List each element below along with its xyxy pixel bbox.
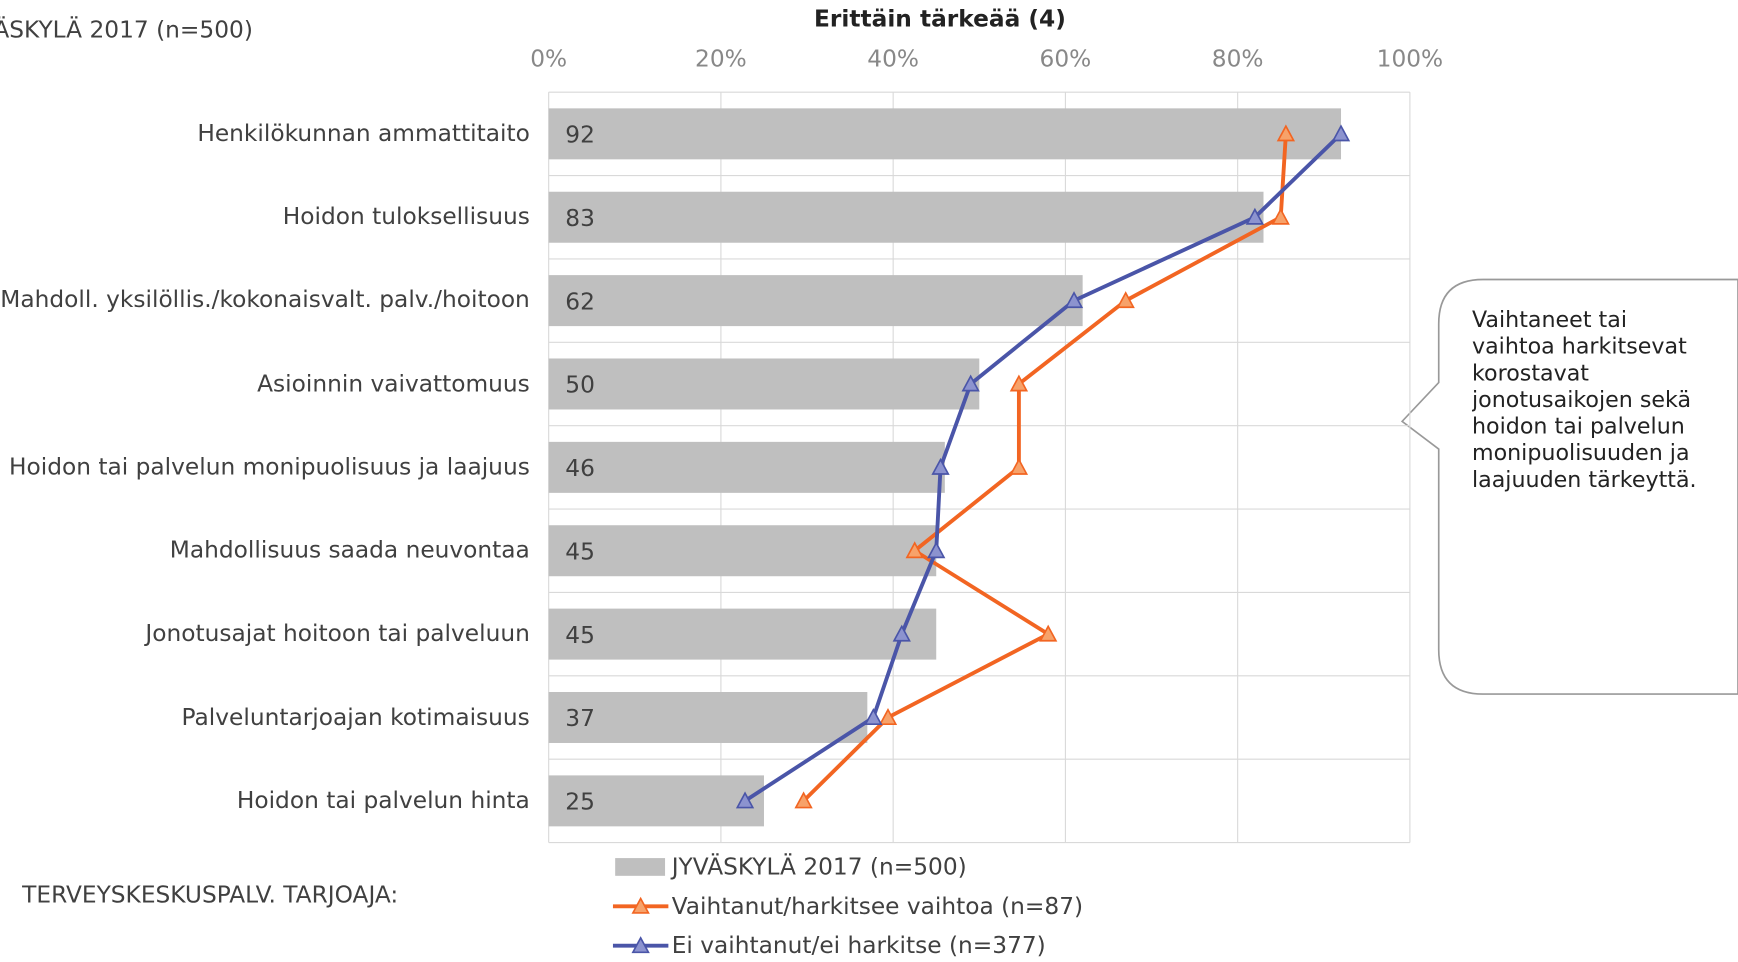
category-label: Asioinnin vaivattomuus (0, 345, 530, 423)
bar (548, 191, 1264, 243)
category-wrap: Hoidon tai palvelun hinta (0, 762, 530, 840)
bar (548, 108, 1342, 160)
bar (548, 692, 868, 743)
category-wrap: Hoidon tuloksellisuus (0, 178, 530, 256)
x-tick-label: 80% (1212, 46, 1264, 73)
category-text: Mahdoll. yksilöllis./kokonaisvalt. palv.… (0, 286, 530, 314)
marker (1331, 124, 1351, 142)
x-tick-label: 40% (867, 46, 919, 73)
category-label: Jonotusajat hoitoon tai palveluun (0, 595, 530, 673)
category-text: Asioinnin vaivattomuus (257, 369, 530, 397)
marker (1009, 457, 1029, 475)
category-text: Hoidon tuloksellisuus (282, 203, 530, 230)
marker (1064, 291, 1084, 309)
marker (1039, 624, 1058, 642)
bar (548, 441, 945, 493)
category-wrap: Palveluntarjoajan kotimaisuus (0, 679, 530, 757)
category-wrap: Mahdollisuus saada neuvontaa (0, 512, 530, 590)
category-label: Mahdollisuus saada neuvontaa (0, 512, 530, 590)
bar (548, 358, 980, 410)
x-tick-label: 100% (1377, 46, 1444, 73)
marker (878, 707, 898, 725)
category-label: Hoidon tai palvelun hinta (0, 762, 530, 840)
data-label: 46 (565, 455, 595, 482)
bar (548, 275, 1083, 327)
data-label: 92 (565, 122, 595, 149)
category-wrap: Mahdoll. yksilöllis./kokonaisvalt. palv.… (0, 262, 530, 340)
legend-heading: TERVEYSKESKUSPALV. TARJOAJA: (21, 881, 398, 908)
x-tick-label: 60% (1040, 46, 1092, 73)
marker (1009, 374, 1029, 392)
bar (548, 608, 937, 660)
chart-title: Erittäin tärkeää (4) (814, 6, 1066, 33)
legend-swatch (615, 858, 666, 876)
category-wrap: Jonotusajat hoitoon tai palveluun (0, 595, 530, 673)
category-text: Henkilökunnan ammattitaito (197, 119, 530, 147)
marker (927, 541, 946, 559)
top-left-label: ÄSKYLÄ 2017 (n=500) (0, 16, 253, 44)
category-text: Hoidon tai palvelun hinta (236, 786, 530, 814)
legend-label: Ei vaihtanut/ei harkitse (n=377) (672, 932, 1046, 958)
data-label: 37 (565, 705, 595, 732)
category-text: Palveluntarjoajan kotimaisuus (181, 703, 530, 731)
marker (1245, 207, 1265, 225)
legend-label: JYVÄSKYLÄ 2017 (n=500) (670, 853, 967, 881)
marker (892, 624, 911, 642)
category-text: Hoidon tai palvelun monipuolisuus ja laa… (8, 453, 530, 480)
marker (931, 457, 950, 475)
marker (961, 374, 980, 392)
category-wrap: Asioinnin vaivattomuus (0, 345, 530, 423)
category-wrap: Hoidon tai palvelun monipuolisuus ja laa… (0, 429, 530, 507)
bar (548, 775, 764, 827)
marker (735, 791, 755, 809)
category-text: Mahdollisuus saada neuvontaa (169, 536, 530, 564)
data-label: 25 (565, 789, 595, 816)
legend-label: Vaihtanut/harkitsee vaihtoa (n=87) (672, 893, 1083, 920)
callout-text: Vaihtaneet tai vaihtoa harkitsevat koros… (1471, 306, 1697, 493)
category-wrap: Henkilökunnan ammattitaito (0, 95, 530, 173)
callout-box (1400, 278, 1738, 695)
data-label: 62 (565, 288, 595, 315)
data-label: 45 (565, 622, 595, 649)
callout: Vaihtaneet tai vaihtoa harkitsevat koros… (1471, 306, 1697, 493)
data-label: 83 (565, 205, 595, 232)
category-text: Jonotusajat hoitoon tai palveluun (145, 620, 530, 647)
x-tick-label: 20% (695, 46, 747, 73)
category-label: Mahdoll. yksilöllis./kokonaisvalt. palv.… (0, 262, 530, 340)
legend-marker (631, 936, 650, 954)
category-label: Hoidon tuloksellisuus (0, 178, 530, 256)
marker (864, 707, 883, 725)
marker (1116, 291, 1135, 309)
data-label: 50 (565, 372, 595, 399)
data-label: 45 (565, 538, 595, 565)
category-label: Hoidon tai palvelun monipuolisuus ja laa… (0, 429, 530, 507)
marker (1271, 207, 1290, 225)
marker (1276, 124, 1296, 142)
category-label: Palveluntarjoajan kotimaisuus (0, 679, 530, 757)
marker (794, 791, 813, 809)
bar (548, 525, 937, 577)
category-label: Henkilökunnan ammattitaito (0, 95, 530, 173)
x-tick-label: 0% (530, 46, 567, 73)
marker (905, 541, 924, 559)
legend-marker (631, 896, 650, 914)
